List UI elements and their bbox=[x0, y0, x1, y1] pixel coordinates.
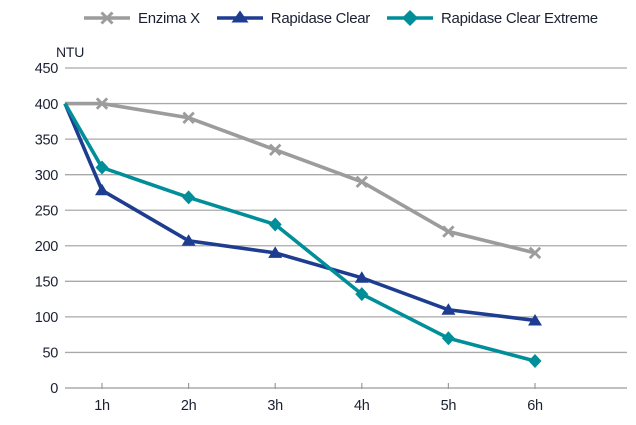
legend-label: Rapidase Clear bbox=[270, 9, 371, 27]
y-tick-label: 300 bbox=[35, 168, 59, 184]
y-tick-label: 150 bbox=[35, 275, 59, 291]
y-tick-label: 100 bbox=[35, 310, 59, 326]
triangle-marker bbox=[528, 313, 542, 326]
y-tick-label: 200 bbox=[35, 239, 59, 255]
x-marker bbox=[182, 111, 195, 124]
chart-legend: Enzima X Rapidase Clear Rapidase Clear Ext… bbox=[84, 6, 598, 30]
triangle-marker bbox=[354, 271, 369, 283]
diamond-legend-icon bbox=[387, 10, 433, 26]
y-tick-label: 0 bbox=[50, 381, 58, 397]
diamond-marker bbox=[528, 353, 542, 368]
y-tick-label: 250 bbox=[35, 203, 59, 219]
triangle-legend-icon bbox=[216, 10, 263, 23]
diamond-marker bbox=[268, 217, 282, 232]
x-tick-label: 2h bbox=[181, 398, 197, 414]
diamond-marker bbox=[182, 190, 196, 205]
triangle-marker bbox=[268, 246, 283, 258]
x-tick-label: 3h bbox=[267, 398, 283, 414]
y-tick-label: 450 bbox=[35, 61, 59, 77]
x-marker bbox=[355, 175, 368, 188]
triangle-marker bbox=[95, 183, 109, 196]
legend-label: Rapidase Clear Extreme bbox=[441, 9, 598, 27]
y-tick-label: 350 bbox=[35, 132, 59, 148]
x-tick-label: 1h bbox=[94, 398, 110, 414]
diamond-marker bbox=[355, 287, 369, 302]
triangle-marker bbox=[441, 303, 456, 315]
x-legend-icon bbox=[84, 11, 130, 25]
y-tick-label: 50 bbox=[42, 346, 58, 362]
triangle-marker bbox=[181, 234, 196, 246]
x-marker bbox=[269, 143, 282, 156]
x-tick-label: 4h bbox=[354, 398, 370, 414]
series-line-rapidase-clear bbox=[63, 102, 536, 323]
legend-item-rapidase-clear: Rapidase Clear bbox=[216, 9, 371, 27]
legend-label: Enzima X bbox=[138, 9, 200, 27]
y-axis-unit-label: NTU bbox=[56, 44, 85, 60]
legend-item-enzima-x: Enzima X bbox=[84, 9, 200, 27]
series-line-rapidase-clear-extreme bbox=[63, 102, 536, 363]
legend-item-rapidase-clear-extreme: Rapidase Clear Extreme bbox=[387, 9, 598, 27]
x-marker bbox=[442, 225, 455, 238]
x-marker bbox=[95, 97, 109, 110]
diamond-marker bbox=[95, 160, 109, 175]
diamond-marker bbox=[441, 331, 455, 346]
x-tick-label: 5h bbox=[441, 398, 457, 414]
y-tick-label: 400 bbox=[35, 97, 59, 113]
x-marker bbox=[528, 246, 542, 260]
x-tick-label: 6h bbox=[527, 398, 543, 414]
